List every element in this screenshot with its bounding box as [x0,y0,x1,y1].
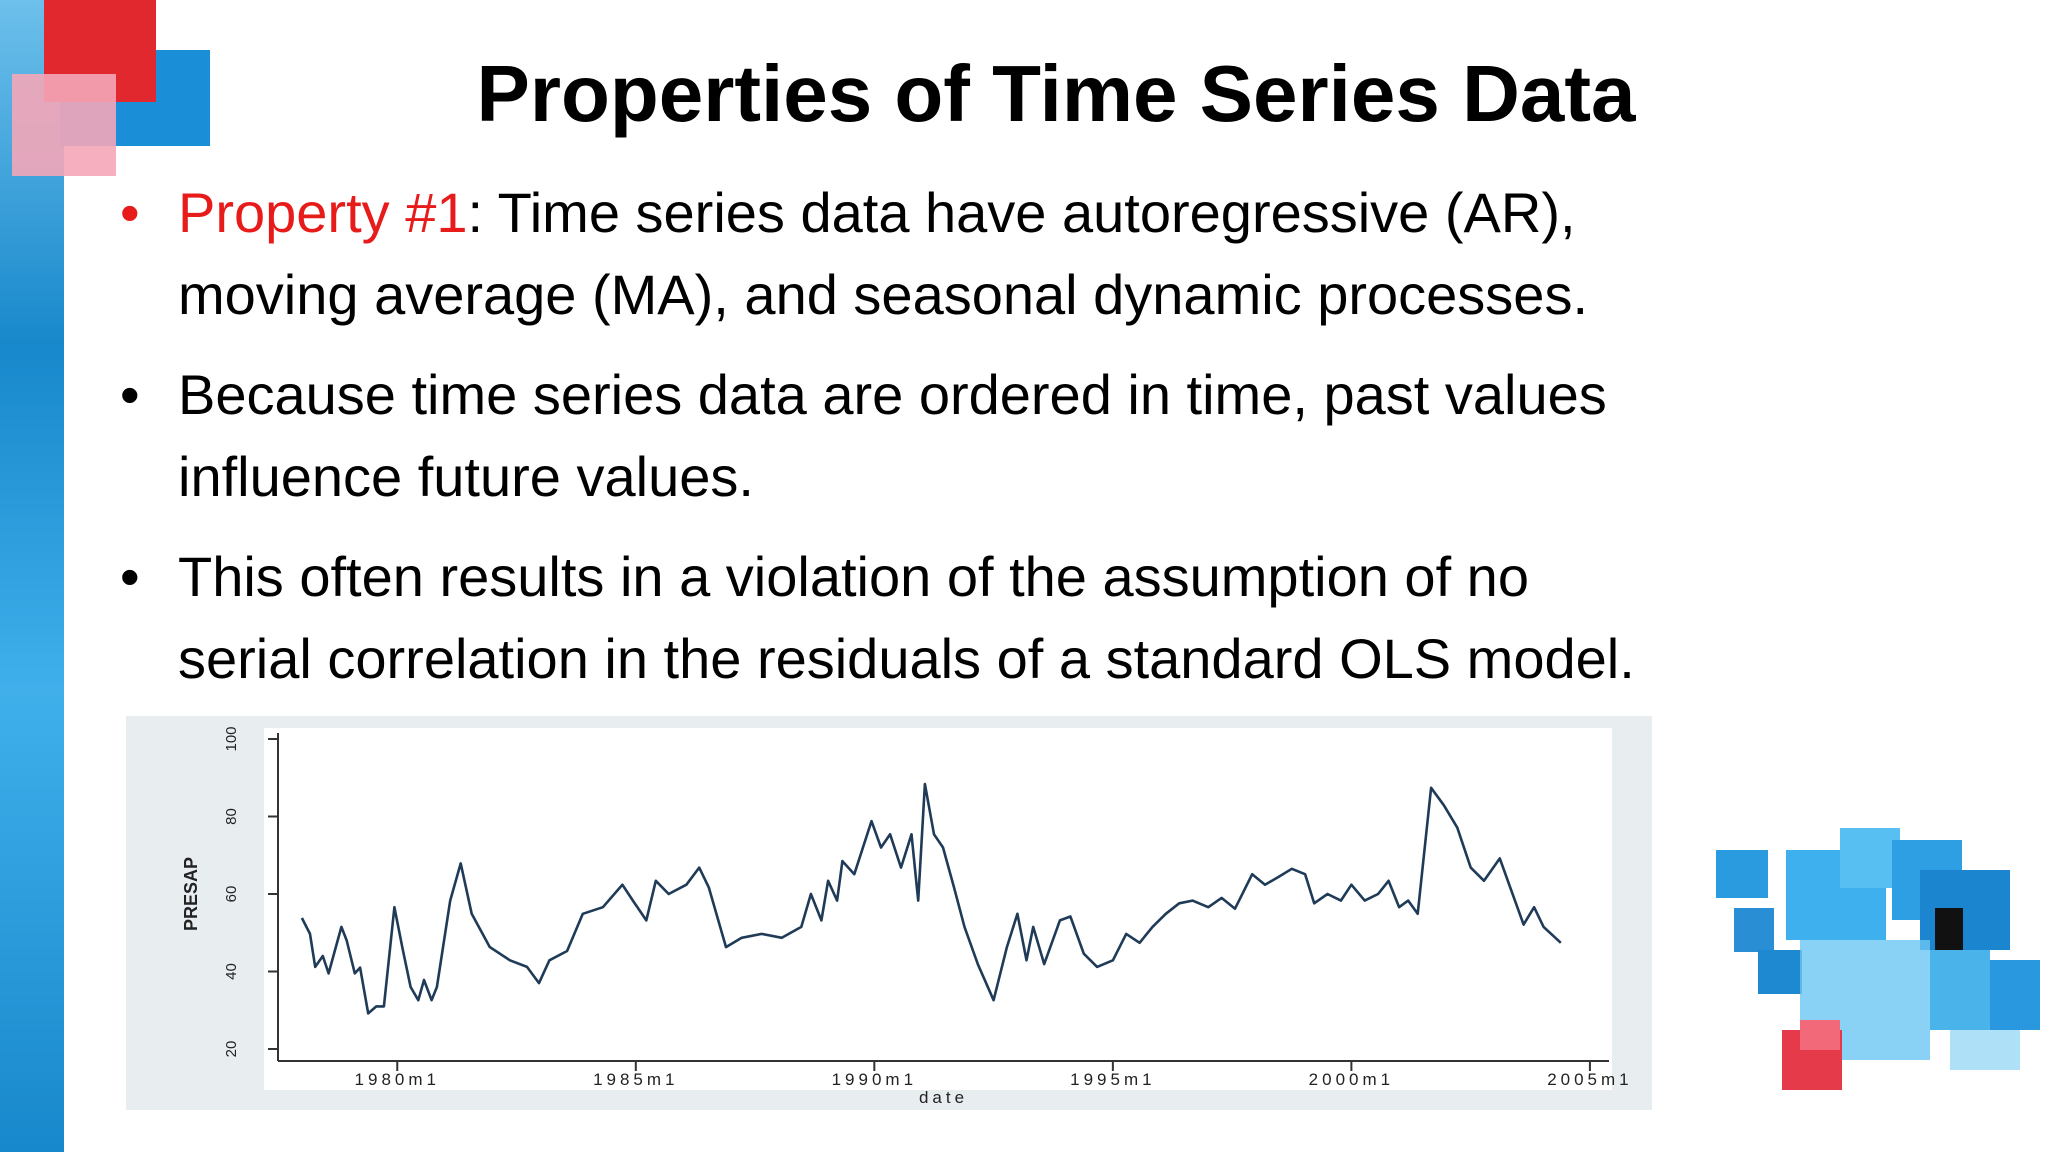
bullet-line: Because time series data are ordered in … [178,363,1607,426]
bullet-label: Property #1 [178,181,468,244]
y-tick-label: 20 [223,1041,240,1058]
data-line [300,782,1562,1015]
bullet-line: moving average (MA), and seasonal dynami… [178,263,1589,326]
y-tick-label: 40 [223,963,240,980]
x-tick-label: 1990m1 [832,1070,917,1089]
bullet: • Property #1: Time series data have aut… [120,172,1588,336]
bullet: • This often results in a violation of t… [120,536,1635,700]
cube-decoration [1716,828,2040,1090]
deco-square [12,74,116,176]
y-tick-label: 80 [223,808,240,825]
y-axis-label: PRESAP [181,857,201,931]
bullet-text: : Time series data have autoregressive (… [467,181,1576,244]
bullet-line: This often results in a violation of the… [178,545,1529,608]
bullet-line: Property #1: Time series data have autor… [178,172,1588,254]
bullet-line: serial correlation in the residuals of a… [178,627,1635,690]
x-tick-label: 1985m1 [593,1070,678,1089]
x-tick-label: 1995m1 [1070,1070,1155,1089]
x-axis-label: date [919,1088,968,1107]
bullet-line: influence future values. [178,445,754,508]
side-texture [0,0,64,1152]
x-tick-label: 2005m1 [1547,1070,1632,1089]
y-tick-label: 100 [223,726,240,751]
x-tick-label: 1980m1 [355,1070,440,1089]
bullet: • Because time series data are ordered i… [120,354,1607,518]
plot-background [264,728,1612,1090]
y-tick-label: 60 [223,886,240,903]
slide-title: Properties of Time Series Data [476,49,1636,138]
x-tick-label: 2000m1 [1309,1070,1394,1089]
